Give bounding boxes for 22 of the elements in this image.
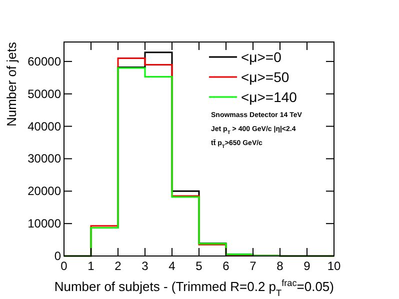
- x-tick-label: 3: [142, 259, 149, 273]
- legend-label: <μ>=50: [241, 69, 290, 85]
- x-tick-label: 6: [222, 259, 230, 273]
- y-tick-label: 0: [54, 249, 62, 263]
- x-tick-label: 2: [114, 259, 122, 273]
- legend-label: <μ>=140: [241, 89, 298, 105]
- y-tick-label: 60000: [28, 54, 62, 68]
- y-tick-label: 40000: [28, 119, 62, 134]
- y-tick-label: 10000: [28, 216, 62, 231]
- x-tick-label: 7: [250, 259, 257, 273]
- y-axis-title: Number of jets: [4, 42, 19, 127]
- x-tick-label: 4: [168, 259, 176, 273]
- x-tick-label: 5: [196, 259, 203, 273]
- y-tick-label: 50000: [28, 86, 62, 101]
- x-tick-label: 10: [327, 259, 341, 273]
- x-tick-label: 8: [276, 259, 284, 273]
- x-tick-label: 1: [88, 259, 95, 273]
- legend-label: <μ>=0: [241, 49, 282, 65]
- y-tick-label: 20000: [28, 184, 62, 198]
- y-tick-label: 30000: [28, 152, 62, 166]
- x-tick-label: 9: [304, 259, 311, 273]
- x-axis-title: Number of subjets - (Trimmed R=0.2 p$_{T}$$^{frac}$=0.05): [54, 278, 334, 298]
